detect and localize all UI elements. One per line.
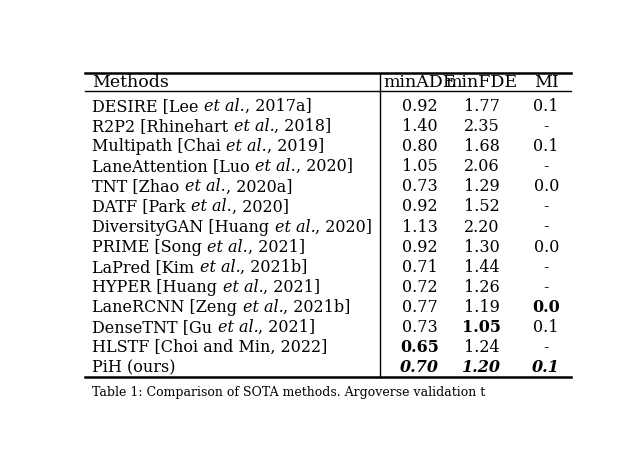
Text: TNT [Zhao: TNT [Zhao xyxy=(92,178,185,195)
Text: 1.29: 1.29 xyxy=(464,178,500,195)
Text: , 2020a]: , 2020a] xyxy=(225,178,292,195)
Text: -: - xyxy=(543,258,549,275)
Text: 2.06: 2.06 xyxy=(464,158,500,175)
Text: minFDE: minFDE xyxy=(445,74,518,91)
Text: et al.: et al. xyxy=(218,318,259,335)
Text: et al.: et al. xyxy=(227,138,267,155)
Text: 1.77: 1.77 xyxy=(464,98,500,115)
Text: , 2021]: , 2021] xyxy=(263,278,321,295)
Text: 0.1: 0.1 xyxy=(534,98,559,115)
Text: 0.80: 0.80 xyxy=(402,138,438,155)
Text: 0.92: 0.92 xyxy=(402,238,438,255)
Text: , 2020]: , 2020] xyxy=(296,158,353,175)
Text: 0.65: 0.65 xyxy=(401,339,439,355)
Text: 1.05: 1.05 xyxy=(402,158,438,175)
Text: et al.: et al. xyxy=(191,198,232,215)
Text: 0.1: 0.1 xyxy=(534,318,559,335)
Text: 0.1: 0.1 xyxy=(534,138,559,155)
Text: -: - xyxy=(543,158,549,175)
Text: et al.: et al. xyxy=(207,238,248,255)
Text: LaPred [Kim: LaPred [Kim xyxy=(92,258,200,275)
Text: 0.0: 0.0 xyxy=(532,298,560,315)
Text: 1.44: 1.44 xyxy=(464,258,500,275)
Text: DATF [Park: DATF [Park xyxy=(92,198,191,215)
Text: DiversityGAN [Huang: DiversityGAN [Huang xyxy=(92,218,275,235)
Text: , 2017a]: , 2017a] xyxy=(244,98,312,115)
Text: 0.77: 0.77 xyxy=(402,298,438,315)
Text: 0.70: 0.70 xyxy=(400,359,439,375)
Text: LaneAttention [Luo: LaneAttention [Luo xyxy=(92,158,255,175)
Text: DESIRE [Lee: DESIRE [Lee xyxy=(92,98,204,115)
Text: , 2021]: , 2021] xyxy=(259,318,316,335)
Text: et al.: et al. xyxy=(243,298,284,315)
Text: R2P2 [Rhinehart: R2P2 [Rhinehart xyxy=(92,118,234,135)
Text: -: - xyxy=(543,278,549,295)
Text: 0.73: 0.73 xyxy=(402,318,438,335)
Text: Methods: Methods xyxy=(92,74,169,91)
Text: , 2020]: , 2020] xyxy=(232,198,289,215)
Text: PiH (ours): PiH (ours) xyxy=(92,359,176,375)
Text: , 2020]: , 2020] xyxy=(316,218,372,235)
Text: 0.0: 0.0 xyxy=(534,238,559,255)
Text: et al.: et al. xyxy=(255,158,296,175)
Text: 0.72: 0.72 xyxy=(402,278,438,295)
Text: , 2021b]: , 2021b] xyxy=(241,258,308,275)
Text: 1.68: 1.68 xyxy=(464,138,500,155)
Text: LaneRCNN [Zeng: LaneRCNN [Zeng xyxy=(92,298,243,315)
Text: -: - xyxy=(543,198,549,215)
Text: 1.52: 1.52 xyxy=(464,198,500,215)
Text: 2.20: 2.20 xyxy=(464,218,499,235)
Text: Multipath [Chai: Multipath [Chai xyxy=(92,138,227,155)
Text: -: - xyxy=(543,218,549,235)
Text: 1.19: 1.19 xyxy=(464,298,500,315)
Text: 1.40: 1.40 xyxy=(402,118,438,135)
Text: 1.24: 1.24 xyxy=(464,339,500,355)
Text: 1.20: 1.20 xyxy=(462,359,501,375)
Text: , 2021]: , 2021] xyxy=(248,238,305,255)
Text: 1.05: 1.05 xyxy=(462,318,501,335)
Text: 0.71: 0.71 xyxy=(402,258,438,275)
Text: 1.30: 1.30 xyxy=(464,238,500,255)
Text: et al.: et al. xyxy=(223,278,263,295)
Text: -: - xyxy=(543,339,549,355)
Text: -: - xyxy=(543,118,549,135)
Text: 0.0: 0.0 xyxy=(534,178,559,195)
Text: DenseTNT [Gu: DenseTNT [Gu xyxy=(92,318,218,335)
Text: et al.: et al. xyxy=(204,98,244,115)
Text: , 2018]: , 2018] xyxy=(275,118,332,135)
Text: MI: MI xyxy=(534,74,559,91)
Text: 0.92: 0.92 xyxy=(402,98,438,115)
Text: Table 1: Comparison of SOTA methods. Argoverse validation t: Table 1: Comparison of SOTA methods. Arg… xyxy=(92,385,486,398)
Text: et al.: et al. xyxy=(200,258,241,275)
Text: et al.: et al. xyxy=(185,178,225,195)
Text: 1.13: 1.13 xyxy=(402,218,438,235)
Text: , 2019]: , 2019] xyxy=(267,138,324,155)
Text: minADE: minADE xyxy=(383,74,456,91)
Text: 0.1: 0.1 xyxy=(532,359,560,375)
Text: 0.92: 0.92 xyxy=(402,198,438,215)
Text: , 2021b]: , 2021b] xyxy=(284,298,351,315)
Text: 1.26: 1.26 xyxy=(464,278,500,295)
Text: HLSTF [Choi and Min, 2022]: HLSTF [Choi and Min, 2022] xyxy=(92,339,328,355)
Text: PRIME [Song: PRIME [Song xyxy=(92,238,207,255)
Text: HYPER [Huang: HYPER [Huang xyxy=(92,278,223,295)
Text: et al.: et al. xyxy=(275,218,316,235)
Text: 0.73: 0.73 xyxy=(402,178,438,195)
Text: 2.35: 2.35 xyxy=(464,118,500,135)
Text: et al.: et al. xyxy=(234,118,275,135)
